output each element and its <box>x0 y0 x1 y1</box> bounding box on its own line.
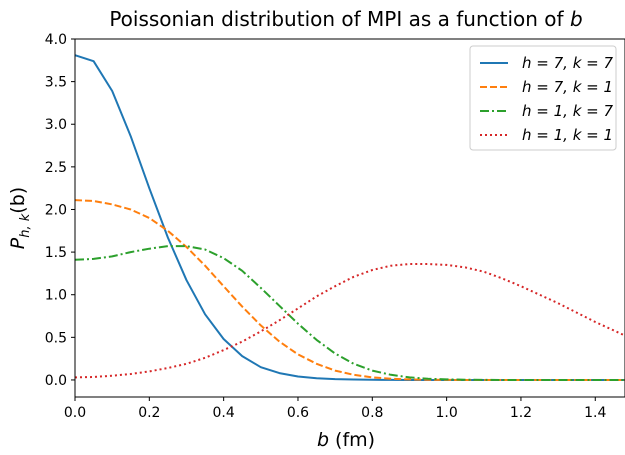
legend-label: h = 1, k = 1 <box>522 126 613 144</box>
series-line-4 <box>74 263 625 379</box>
y-tick-label: 0.5 <box>45 330 67 346</box>
x-tick-label: 0.6 <box>287 405 309 421</box>
series-layer <box>74 54 625 381</box>
x-axis-title: b (fm) <box>317 429 375 451</box>
chart-title-text: Poissonian distribution of MPI as a func… <box>109 7 570 31</box>
y-tick-label: 1.0 <box>45 288 67 304</box>
x-tick-label: 0.8 <box>361 405 383 421</box>
legend-label: h = 7, k = 1 <box>522 78 613 96</box>
series-line-2 <box>74 199 625 381</box>
x-tick-label: 0.4 <box>213 405 235 421</box>
y-tick-label: 3.5 <box>45 75 67 91</box>
x-tick-label: 1.4 <box>584 405 606 421</box>
y-tick-label: 2.0 <box>45 202 67 218</box>
legend-frame <box>469 45 617 151</box>
y-tick-label: 4.0 <box>45 32 67 48</box>
y-tick-label: 2.5 <box>45 160 67 176</box>
axes-frame <box>74 38 625 398</box>
chart-title: Poissonian distribution of MPI as a func… <box>109 7 582 31</box>
chart-title-var: b <box>570 7 583 31</box>
x-axis-title-unit: (fm) <box>329 429 375 451</box>
y-tick-label: 0.0 <box>45 373 67 389</box>
y-axis-title: Ph, k(b) <box>7 187 33 249</box>
axes-layer: 0.0 0.2 0.4 0.6 0.8 1.0 1.2 1.4 0.0 0.5 1.0 1.5 2.0 2… <box>45 32 625 421</box>
y-axis-title-main: P <box>7 237 29 249</box>
x-tick-label: 1.2 <box>510 405 532 421</box>
y-tick-label: 3.0 <box>45 117 67 133</box>
x-tick-label: 1.0 <box>435 405 457 421</box>
y-tick-label: 1.5 <box>45 245 67 261</box>
legend: h = 7, k = 7 h = 7, k = 1 h = 1, k = 7 h = … <box>469 45 617 151</box>
x-tick-label: 0.2 <box>138 405 160 421</box>
y-axis-title-arg: (b) <box>7 187 29 214</box>
legend-label: h = 1, k = 7 <box>522 102 613 120</box>
x-tick-label: 0.0 <box>64 405 86 421</box>
legend-label: h = 7, k = 7 <box>522 54 613 72</box>
y-axis-title-sub: h, k <box>18 213 33 238</box>
x-axis-title-var: b <box>317 429 329 451</box>
